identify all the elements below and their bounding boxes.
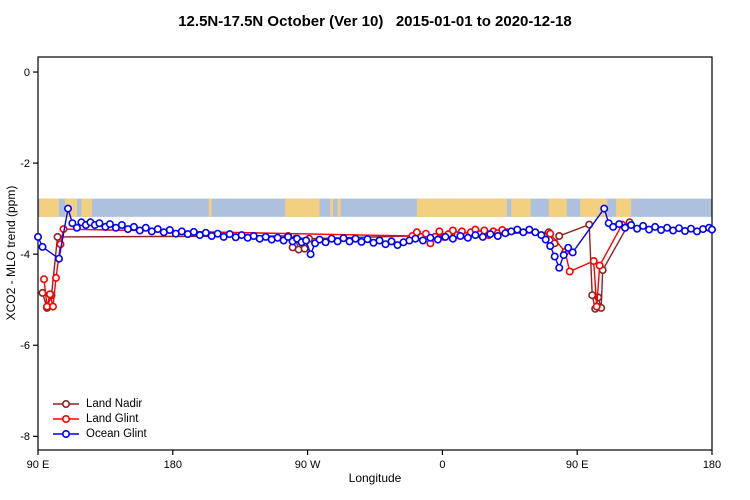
data-point xyxy=(213,229,222,238)
data-point xyxy=(189,227,198,236)
data-point xyxy=(153,225,162,234)
data-point xyxy=(45,290,54,299)
land-nadir-marker-icon xyxy=(53,399,79,408)
data-point xyxy=(441,232,450,241)
data-point xyxy=(411,234,420,243)
data-point xyxy=(339,234,348,243)
data-point xyxy=(433,235,442,244)
data-point xyxy=(493,232,502,241)
y-tick-label: -6 xyxy=(20,340,30,352)
data-point xyxy=(448,234,457,243)
data-point xyxy=(559,251,568,260)
data-point xyxy=(351,234,360,243)
data-point xyxy=(565,267,574,276)
data-point xyxy=(117,221,126,230)
data-point xyxy=(225,230,234,239)
data-point xyxy=(141,223,150,232)
data-point xyxy=(627,221,636,230)
x-tick-label: 180 xyxy=(703,459,721,471)
world-map-band xyxy=(38,198,712,217)
data-point xyxy=(426,233,435,242)
data-point xyxy=(68,219,77,228)
data-point xyxy=(589,256,598,265)
data-point xyxy=(129,222,138,231)
legend-item-ocean-glint: Ocean Glint xyxy=(52,426,147,441)
ocean-glint-marker-icon xyxy=(53,429,79,438)
y-tick-label: -4 xyxy=(20,249,30,261)
data-point xyxy=(64,204,73,213)
data-point xyxy=(568,248,577,257)
axes: 90 E 180 90 W 0 90 E 180 0 -2 -4 -6 -8 xyxy=(20,56,721,471)
data-point xyxy=(639,221,648,230)
y-tick-label: -2 xyxy=(20,158,30,170)
data-point xyxy=(51,273,60,282)
data-point xyxy=(550,252,559,261)
y-tick-label: 0 xyxy=(24,67,30,79)
data-point xyxy=(615,220,624,229)
x-tick-label: 90 E xyxy=(566,459,589,471)
legend: Land Nadir Land Glint Ocean Glint xyxy=(52,396,147,441)
data-point xyxy=(595,261,604,270)
data-point xyxy=(375,236,384,245)
data-point xyxy=(387,237,396,246)
x-axis-label: Longitude xyxy=(348,471,402,485)
data-point xyxy=(564,243,573,252)
series-land-glint xyxy=(39,220,627,311)
data-point xyxy=(363,235,372,244)
data-point xyxy=(435,227,444,236)
x-tick-label: 90 E xyxy=(27,459,50,471)
data-point xyxy=(284,232,293,241)
data-point xyxy=(53,232,62,241)
data-point xyxy=(555,263,564,272)
series-ocean-glint xyxy=(33,204,716,272)
data-point xyxy=(48,302,57,311)
data-point xyxy=(165,226,174,235)
data-point xyxy=(478,232,487,241)
data-point xyxy=(537,231,546,240)
legend-label-land-glint: Land Glint xyxy=(86,412,139,425)
legend-item-land-nadir: Land Nadir xyxy=(52,396,147,411)
data-point xyxy=(486,230,495,239)
data-point xyxy=(600,204,609,213)
data-point xyxy=(333,237,342,246)
x-tick-label: 0 xyxy=(439,459,445,471)
legend-label-land-nadir: Land Nadir xyxy=(86,397,143,410)
data-point xyxy=(39,275,48,284)
data-point xyxy=(463,233,472,242)
data-point xyxy=(418,236,427,245)
y-tick-label: -8 xyxy=(20,431,30,443)
data-point xyxy=(201,228,210,237)
land-glint-marker-icon xyxy=(53,414,79,423)
data-point xyxy=(38,242,47,251)
x-tick-label: 180 xyxy=(164,459,182,471)
data-point xyxy=(592,302,601,311)
chart-title: 12.5N-17.5N October (Ver 10) 2015-01-01 … xyxy=(178,13,572,30)
data-point xyxy=(54,254,63,263)
data-point xyxy=(33,232,42,241)
legend-label-ocean-glint: Ocean Glint xyxy=(86,427,147,440)
data-point xyxy=(471,231,480,240)
legend-item-land-glint: Land Glint xyxy=(52,411,147,426)
data-point xyxy=(321,238,330,247)
data-point xyxy=(306,250,315,259)
x-tick-label: 90 W xyxy=(295,459,321,471)
data-point xyxy=(546,242,555,251)
data-point xyxy=(651,222,660,231)
data-point xyxy=(707,225,716,234)
data-point xyxy=(555,232,564,241)
data-point xyxy=(302,236,311,245)
data-point xyxy=(541,235,550,244)
data-point xyxy=(300,244,309,253)
data-point xyxy=(448,226,457,235)
data-point xyxy=(95,219,104,228)
data-point xyxy=(72,223,81,232)
data-point xyxy=(456,232,465,241)
data-point xyxy=(546,229,555,238)
data-point xyxy=(105,220,114,229)
